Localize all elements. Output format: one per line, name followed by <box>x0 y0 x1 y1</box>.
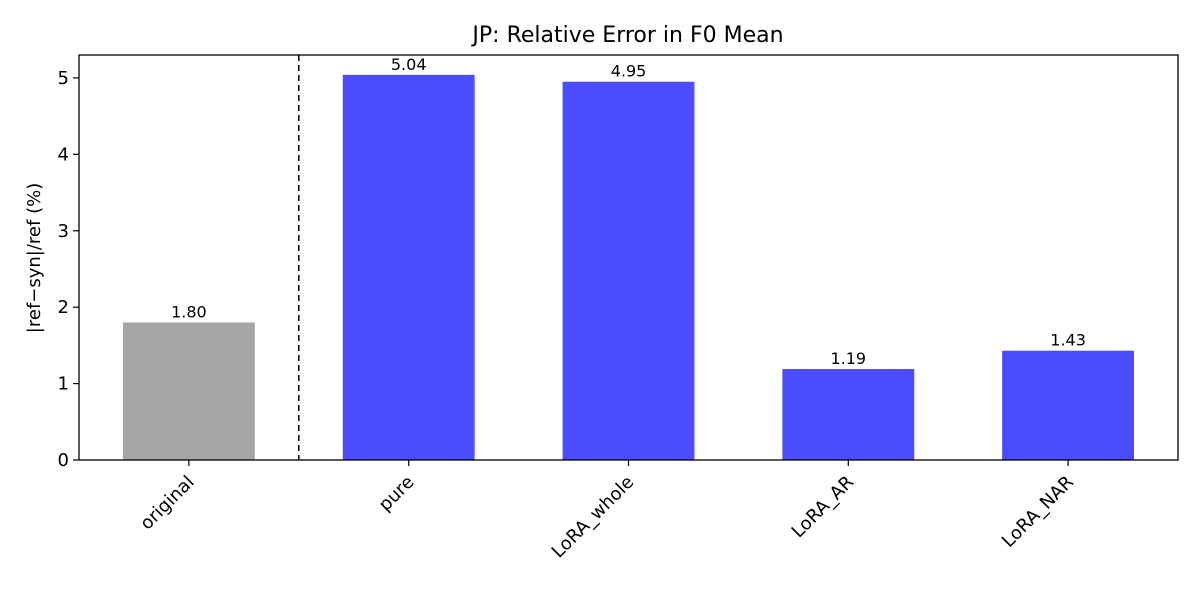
x-tick-label-lora-ar: LoRA_AR <box>788 472 858 542</box>
value-label-lora-nar: 1.43 <box>1050 331 1086 350</box>
chart-title: JP: Relative Error in F0 Mean <box>470 23 783 48</box>
y-tick-label: 4 <box>58 144 69 165</box>
value-label-pure: 5.04 <box>391 55 427 74</box>
x-tick-label-original: original <box>136 472 198 534</box>
plot-frame <box>78 54 1179 461</box>
x-tick-label-pure: pure <box>375 472 419 516</box>
plot-area: 1.80 original 5.04 pure 4.95 LoRA_whole 1.19 Lo… <box>58 54 1179 563</box>
bar-lora-nar <box>1002 350 1135 460</box>
value-label-lora-whole: 4.95 <box>611 62 647 81</box>
y-tick-label: 2 <box>58 297 69 318</box>
bar-lora-ar <box>782 369 915 460</box>
bar-lora-whole <box>562 81 695 460</box>
y-axis-label: |ref−syn|/ref (%) <box>24 183 45 333</box>
value-label-original: 1.80 <box>171 302 207 321</box>
y-tick-label: 0 <box>58 450 69 471</box>
y-tick-label: 3 <box>58 221 69 242</box>
y-tick-label: 5 <box>58 68 69 89</box>
x-tick-label-lora-whole: LoRA_whole <box>548 472 639 563</box>
y-tick-label: 1 <box>58 374 69 395</box>
bar-pure <box>342 74 475 461</box>
value-label-lora-ar: 1.19 <box>830 349 866 368</box>
x-tick-label-lora-nar: LoRA_NAR <box>998 472 1078 552</box>
bar-original <box>122 322 255 460</box>
